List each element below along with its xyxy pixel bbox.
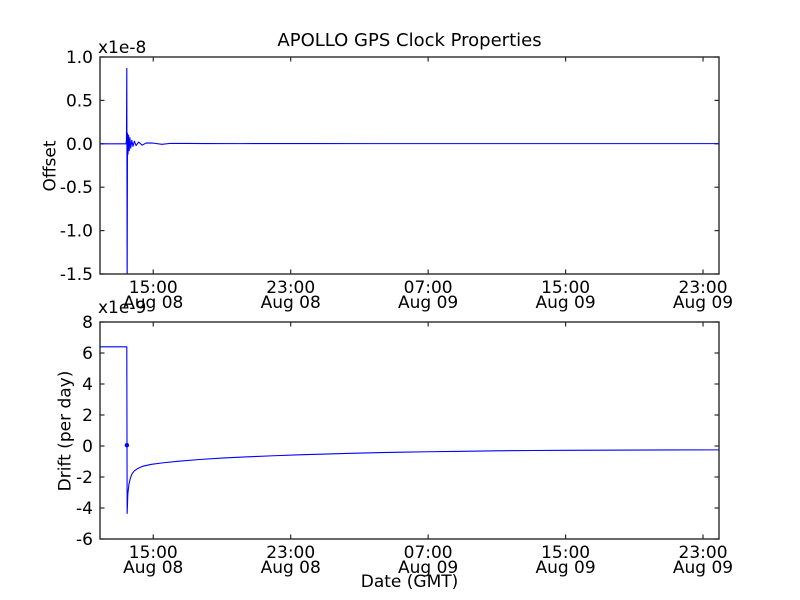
offset-y-axis-label: Offset bbox=[40, 140, 61, 192]
axis-ticks bbox=[100, 321, 719, 540]
data-line-offset bbox=[100, 67, 719, 274]
tick-label: 4 bbox=[82, 375, 93, 395]
data-line-drift bbox=[100, 346, 719, 514]
tick-label: -4 bbox=[76, 499, 93, 519]
tick-label: 6 bbox=[82, 344, 93, 364]
tick-label: Aug 08 bbox=[123, 558, 183, 578]
tick-label: Aug 09 bbox=[535, 558, 595, 578]
data-marker bbox=[124, 443, 130, 448]
chart-title: APOLLO GPS Clock Properties bbox=[277, 30, 542, 51]
drift-y-axis-label: Drift (per day) bbox=[55, 370, 76, 492]
tick-label: 23:00 bbox=[679, 543, 728, 563]
tick-label: Aug 09 bbox=[673, 558, 733, 578]
tick-label: 23:00 bbox=[266, 543, 315, 563]
x-axis-label: Date (GMT) bbox=[360, 572, 459, 592]
tick-label: 07:00 bbox=[404, 278, 453, 298]
offset-axis-multiplier: x1e-8 bbox=[98, 38, 147, 58]
tick-label: 8 bbox=[82, 313, 93, 333]
axis-ticks bbox=[100, 56, 719, 275]
tick-label: 0 bbox=[82, 437, 93, 457]
tick-label: Aug 08 bbox=[261, 293, 321, 313]
tick-label: Aug 09 bbox=[535, 293, 595, 313]
tick-label: 0.5 bbox=[66, 91, 93, 111]
tick-label: Aug 09 bbox=[398, 558, 458, 578]
tick-label: Aug 08 bbox=[261, 558, 321, 578]
tick-label: 07:00 bbox=[404, 543, 453, 563]
tick-label: 1.0 bbox=[66, 48, 93, 68]
tick-label: -1.5 bbox=[60, 265, 93, 285]
tick-label: -0.5 bbox=[60, 178, 93, 198]
tick-label: -2 bbox=[76, 468, 93, 488]
tick-label: 23:00 bbox=[679, 278, 728, 298]
tick-label: Aug 09 bbox=[673, 293, 733, 313]
tick-label: 15:00 bbox=[541, 543, 590, 563]
tick-label: 0.0 bbox=[66, 135, 93, 155]
tick-label: -1.0 bbox=[60, 222, 93, 242]
drift-axis-multiplier: x1e-9 bbox=[98, 298, 147, 318]
tick-label: Aug 08 bbox=[123, 293, 183, 313]
tick-label: 23:00 bbox=[266, 278, 315, 298]
tick-label: 15:00 bbox=[541, 278, 590, 298]
y-tick-labels: 1.0 0.5 0.0 -0.5 -1.0 -1.5 bbox=[60, 48, 93, 285]
y-tick-labels: 8 6 4 2 0 -2 -4 -6 bbox=[76, 313, 93, 550]
axes-frame bbox=[99, 56, 720, 275]
axes-frame bbox=[99, 321, 720, 540]
tick-label: -6 bbox=[76, 530, 93, 550]
tick-label: 15:00 bbox=[129, 543, 178, 563]
tick-label: 2 bbox=[82, 406, 93, 426]
tick-label: 15:00 bbox=[129, 278, 178, 298]
tick-label: Aug 09 bbox=[398, 293, 458, 313]
